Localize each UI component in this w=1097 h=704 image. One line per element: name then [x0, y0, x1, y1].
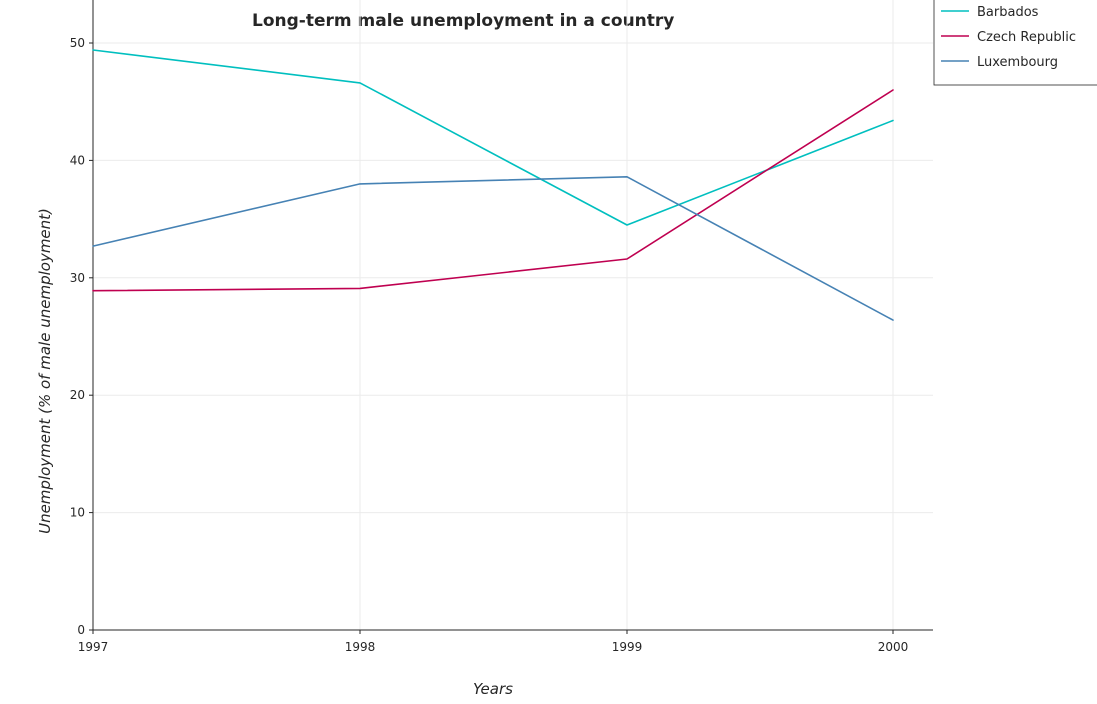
grid: [92, 0, 933, 631]
legend: Barbados Czech Republic Luxembourg: [933, 0, 1097, 86]
y-tick-label: 10: [70, 506, 85, 520]
legend-box: [933, 0, 1097, 86]
series-lines: [92, 49, 894, 321]
y-tick-label: 20: [70, 388, 85, 402]
x-tick-label: 1998: [345, 640, 376, 654]
y-axis-label: Unemployment (% of male unemployment): [36, 208, 54, 534]
y-tick-label: 50: [70, 36, 85, 50]
legend-label: Czech Republic: [977, 30, 1076, 45]
legend-items: Barbados Czech Republic Luxembourg: [941, 5, 1076, 70]
x-tick-label: 1997: [78, 640, 109, 654]
series-line-barbados: [92, 49, 894, 226]
y-tick-label: 30: [70, 271, 85, 285]
x-tick-label: 2000: [878, 640, 909, 654]
y-tick-label: 40: [70, 153, 85, 167]
legend-label: Luxembourg: [977, 55, 1058, 70]
y-tick-label: 0: [77, 623, 85, 637]
chart-title: Long-term male unemployment in a country: [252, 11, 674, 31]
legend-label: Barbados: [977, 5, 1039, 20]
axes: 0 10 20 30 40 50 1997 1998 1999 2000: [70, 0, 933, 654]
series-line-czech-republic: [92, 89, 894, 292]
x-axis-label: Years: [473, 680, 513, 698]
series-line-luxembourg: [92, 176, 894, 321]
x-tick-label: 1999: [612, 640, 643, 654]
